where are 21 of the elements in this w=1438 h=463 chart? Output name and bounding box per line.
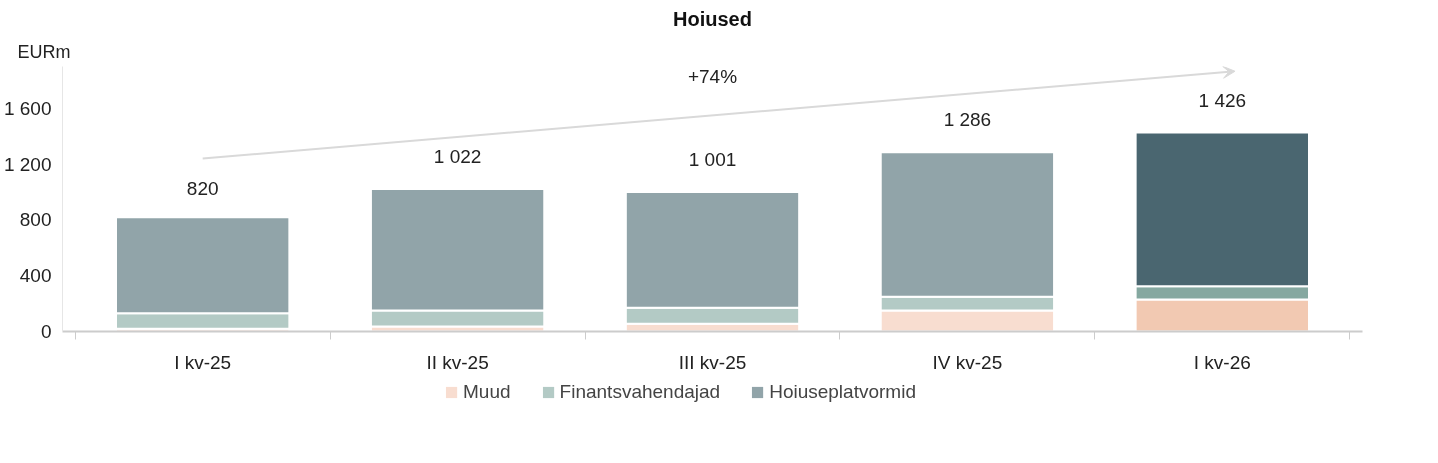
chart-title: Hoiused: [673, 7, 752, 30]
total-label: 1 022: [433, 145, 482, 167]
x-tick-label: IV kv-25: [932, 351, 1003, 373]
annotation: +74%: [687, 65, 738, 87]
y-tick-label: 400: [19, 265, 52, 287]
y-axis-title: EURm: [17, 41, 71, 62]
legend-label: Muud: [463, 381, 511, 403]
y-tick-label: 800: [19, 209, 52, 231]
total-label: 1 426: [1198, 89, 1247, 111]
x-tick-label: I kv-26: [1193, 351, 1251, 373]
total-label: 1 286: [943, 109, 992, 131]
legend-label: Hoiuseplatvormid: [769, 381, 916, 403]
x-tick-label: I kv-25: [174, 351, 232, 373]
total-label: 820: [186, 178, 219, 200]
y-tick-label: 1 200: [3, 153, 52, 175]
legend-label: Finantsvahendajad: [559, 381, 721, 403]
y-tick-label: 0: [40, 321, 52, 342]
y-tick-label: 1 600: [3, 97, 52, 119]
total-label: 1 001: [688, 148, 737, 170]
x-tick-label: II kv-25: [426, 351, 489, 373]
x-tick-label: III kv-25: [678, 351, 747, 373]
